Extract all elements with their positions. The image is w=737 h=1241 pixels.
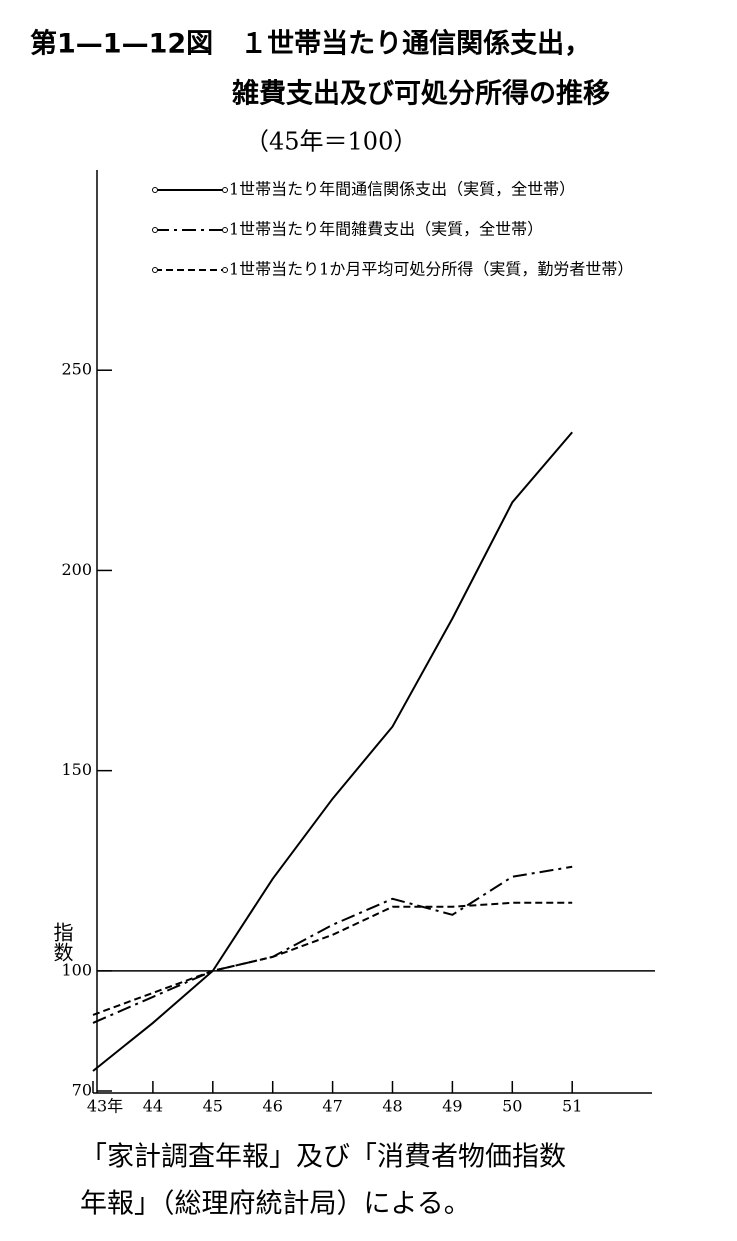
data-line <box>92 431 573 1072</box>
y-axis-label: 指数 <box>50 922 74 962</box>
legend-label: 1世帯当たり1か月平均可処分所得（実質，勤労者世帯） <box>229 260 633 279</box>
x-tick-label: 46 <box>263 1097 283 1116</box>
y-tick-label: 250 <box>61 360 92 379</box>
x-tick-label: 43年 <box>87 1097 123 1116</box>
chart-title: 第1—1—12図 １世帯当たり通信関係支出， <box>30 28 591 60</box>
chart-title: 雑費支出及び可処分所得の推移 <box>231 78 610 110</box>
legend-label: 1世帯当たり年間通信関係支出（実質，全世帯） <box>229 180 575 199</box>
legend-marker <box>222 187 228 193</box>
legend-marker <box>222 267 228 273</box>
y-tick-label: 200 <box>61 560 92 579</box>
chart-subtitle: （45年＝100） <box>245 128 417 156</box>
x-tick-label: 49 <box>442 1097 462 1116</box>
data-line <box>92 901 573 1016</box>
y-tick-label: 100 <box>61 960 92 979</box>
y-tick-label: 150 <box>61 760 92 779</box>
x-tick-label: 50 <box>502 1097 522 1116</box>
x-tick-label: 51 <box>562 1097 582 1116</box>
x-tick-label: 45 <box>203 1097 223 1116</box>
x-tick-label: 44 <box>143 1097 163 1116</box>
source-note: 「家計調査年報」及び「消費者物価指数 <box>80 1142 566 1173</box>
data-line <box>92 865 573 1024</box>
legend-marker <box>222 227 228 233</box>
x-tick-label: 47 <box>322 1097 342 1116</box>
legend-label: 1世帯当たり年間雑費支出（実質，全世帯） <box>229 220 543 239</box>
source-note: 年報」（総理府統計局）による。 <box>80 1189 471 1220</box>
x-tick-label: 48 <box>382 1097 402 1116</box>
legend-marker <box>152 187 158 193</box>
y-tick-label: 70 <box>72 1081 92 1100</box>
legend-marker <box>152 267 158 273</box>
legend-marker <box>152 227 158 233</box>
